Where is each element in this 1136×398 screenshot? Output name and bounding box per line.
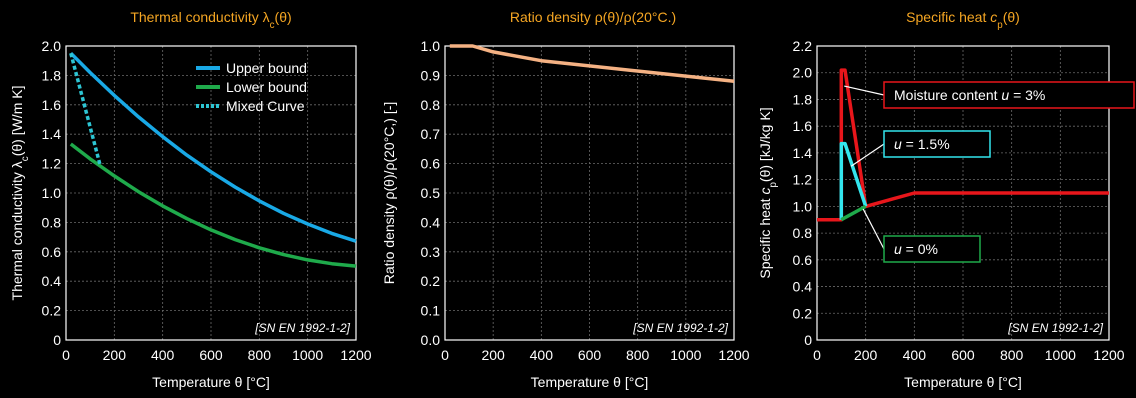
x-tick-label: 600 (578, 347, 602, 363)
y-tick-label: 0.6 (793, 252, 813, 268)
y-tick-label: 0.6 (42, 244, 62, 260)
y-tick-label: 0.8 (793, 225, 813, 241)
x-tick-label: 1000 (1045, 347, 1076, 363)
chart-title: Specific heat cp(θ) (906, 9, 1020, 31)
x-tick-label: 600 (199, 347, 223, 363)
source-note: [SN EN 1992-1-2] (254, 321, 350, 335)
series-line (449, 44, 735, 84)
y-tick-label: 0 (53, 332, 61, 348)
series-line (69, 142, 357, 268)
y-tick-label: 0.9 (421, 67, 441, 83)
annotation-label: u = 1.5% (894, 136, 950, 152)
annotation-leader (844, 85, 885, 96)
y-tick-label: 0.8 (42, 214, 62, 230)
y-tick-label: 0.2 (421, 273, 441, 289)
y-tick-label: 0.4 (793, 279, 813, 295)
annotation-leader (850, 143, 885, 167)
y-axis-label: Ratio density ρ(θ)/ρ(20°C,) [-] (381, 102, 397, 285)
y-tick-label: 0.0 (421, 332, 441, 348)
x-tick-label: 200 (103, 347, 127, 363)
x-tick-label: 800 (626, 347, 650, 363)
series-line (840, 204, 867, 222)
y-tick-label: 0.4 (42, 273, 62, 289)
chart-title: Ratio density ρ(θ)/ρ(20°C.) (510, 9, 676, 25)
y-tick-label: 2.0 (793, 65, 813, 81)
y-tick-label: 2.2 (793, 38, 813, 54)
y-axis-label: Specific heat cp(θ) [kJ/kg K] (757, 107, 779, 278)
x-tick-label: 1200 (718, 347, 749, 363)
y-tick-label: 0.4 (421, 214, 441, 230)
y-tick-label: 0.8 (421, 97, 441, 113)
legend-label: Upper bound (226, 60, 307, 76)
series-line (69, 51, 357, 243)
y-axis-label: Thermal conductivity λc(θ) [W/m K] (9, 86, 31, 301)
x-tick-label: 800 (248, 347, 272, 363)
y-tick-label: 0.1 (421, 303, 441, 319)
x-axis-label: Temperature θ [°C] (152, 374, 270, 390)
plot-frame (65, 45, 357, 341)
x-tick-label: 400 (530, 347, 554, 363)
chart-ratio-density: Ratio density ρ(θ)/ρ(20°C.) 0.0 0.1 0.2 0.3 0… (375, 0, 755, 393)
x-tick-label: 400 (151, 347, 175, 363)
legend-label: Lower bound (226, 79, 307, 95)
y-tick-label: 1.6 (42, 97, 62, 113)
y-tick-label: 1.0 (793, 198, 813, 214)
y-tick-label: 1.2 (793, 172, 813, 188)
y-tick-label: 1.8 (42, 67, 62, 83)
x-tick-label: 0 (62, 347, 70, 363)
y-tick-label: 1.2 (42, 156, 62, 172)
thermal-conductivity-svg: Thermal conductivity λc(θ) 0 0.2 0.4 0.6 0.8 1… (9, 9, 372, 390)
x-tick-label: 800 (1000, 347, 1024, 363)
x-tick-label: 0 (441, 347, 449, 363)
x-tick-label: 600 (951, 347, 975, 363)
source-note: [SN EN 1992-1-2] (632, 321, 728, 335)
y-tick-label: 1.0 (421, 38, 441, 54)
annotation-label: u = 0% (894, 241, 938, 257)
x-tick-label: 200 (481, 347, 505, 363)
source-note: [SN EN 1992-1-2] (1007, 321, 1103, 335)
x-axis-label: Temperature θ [°C] (531, 374, 649, 390)
y-tick-label: 0.7 (421, 126, 441, 142)
y-tick-label: 0.2 (793, 305, 813, 321)
y-tick-label: 1.8 (793, 91, 813, 107)
chart-specific-heat: Specific heat cp(θ) 0 0.2 0.4 0.6 0.8 1.0 1.2 1.… (752, 0, 1136, 393)
y-tick-label: 0.2 (42, 303, 62, 319)
chart-thermal-conductivity: Thermal conductivity λc(θ) 0 0.2 0.4 0.6 0.8 1… (0, 0, 380, 393)
y-tick-label: 2.0 (42, 38, 62, 54)
y-tick-label: 1.4 (42, 126, 62, 142)
annotation-box (883, 81, 1135, 109)
specific-heat-svg: Specific heat cp(θ) 0 0.2 0.4 0.6 0.8 1.0 1.2 1.… (757, 9, 1135, 390)
y-tick-label: 1.4 (793, 145, 813, 161)
x-tick-label: 0 (813, 347, 821, 363)
y-tick-label: 0.6 (421, 156, 441, 172)
y-tick-label: 0.3 (421, 244, 441, 260)
x-tick-label: 1000 (670, 347, 701, 363)
x-tick-label: 1200 (1093, 347, 1124, 363)
legend-label: Mixed Curve (226, 98, 305, 114)
series-line (839, 141, 868, 220)
y-tick-label: 0 (804, 332, 812, 348)
y-tick-label: 1.0 (42, 185, 62, 201)
annotation-label: Moisture content u = 3% (894, 87, 1045, 103)
x-tick-label: 1200 (340, 347, 371, 363)
x-tick-label: 400 (903, 347, 927, 363)
x-tick-label: 200 (854, 347, 878, 363)
annotation-box (883, 235, 981, 263)
y-tick-label: 0.5 (421, 185, 441, 201)
plot-frame (444, 45, 735, 341)
annotation-leader (862, 208, 885, 250)
ratio-density-svg: Ratio density ρ(θ)/ρ(20°C.) 0.0 0.1 0.2 0.3 0… (381, 9, 750, 390)
y-tick-label: 1.6 (793, 118, 813, 134)
x-tick-label: 1000 (292, 347, 323, 363)
chart-title: Thermal conductivity λc(θ) (130, 9, 291, 31)
annotation-box (883, 130, 991, 158)
x-axis-label: Temperature θ [°C] (904, 374, 1022, 390)
